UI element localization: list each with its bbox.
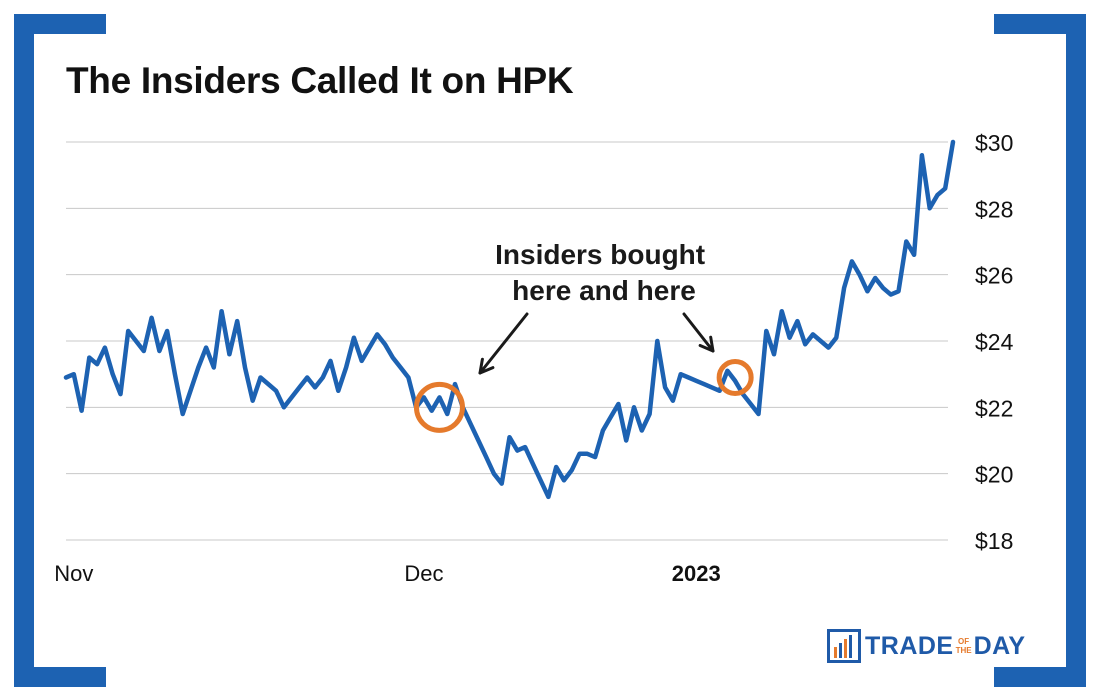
frame-left-bar (14, 14, 34, 687)
frame-right-bar (1066, 14, 1086, 687)
x-tick-label: Dec (404, 561, 443, 586)
annotation-line-2: here and here (512, 275, 696, 306)
y-tick-label: $24 (975, 329, 1014, 355)
logo-word-the: THE (955, 646, 972, 655)
chart-title: The Insiders Called It on HPK (66, 60, 574, 101)
y-axis-ticks: $18 $20 $22 $24 $26 $28 $30 (975, 130, 1014, 554)
logo-of-the: OF THE (956, 637, 972, 655)
frame-left-bracket (14, 14, 106, 687)
trade-of-the-day-logo: TRADE OF THE DAY (827, 628, 1026, 664)
y-tick-label: $18 (975, 528, 1013, 554)
highlight-group (413, 358, 754, 433)
x-tick-label: 2023 (672, 561, 721, 586)
logo-word-day: DAY (973, 631, 1026, 660)
logo-word-trade: TRADE (865, 631, 954, 660)
y-tick-label: $22 (975, 395, 1013, 421)
frame-right-bottom-bar (994, 667, 1086, 687)
annotation-group: Insiders bought here and here (478, 239, 715, 375)
x-axis-ticks: Nov Dec 2023 (54, 561, 720, 586)
series-group (63, 139, 956, 500)
annotation-text: Insiders bought here and here (495, 239, 713, 306)
frame-left-top-bar (14, 14, 106, 34)
logo-word-of: OF (958, 637, 970, 646)
annotation-arrow (682, 312, 715, 353)
bar-chart-icon (827, 629, 861, 663)
frame-left-bottom-bar (14, 667, 106, 687)
frame-right-bracket (994, 14, 1086, 687)
y-tick-label: $20 (975, 462, 1013, 488)
annotation-line-1: Insiders bought (495, 239, 705, 270)
highlight-circle (413, 381, 465, 433)
y-tick-label: $30 (975, 130, 1013, 156)
highlight-circle (716, 358, 754, 396)
x-tick-label: Nov (54, 561, 93, 586)
series-line (63, 139, 956, 500)
annotation-arrow (478, 312, 529, 375)
frame-right-top-bar (994, 14, 1086, 34)
y-tick-label: $26 (975, 263, 1013, 289)
y-tick-label: $28 (975, 196, 1013, 222)
